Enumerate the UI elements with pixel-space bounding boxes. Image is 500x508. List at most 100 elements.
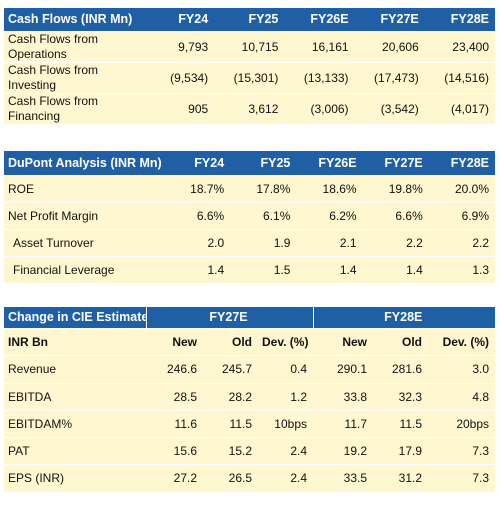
col-header-new: New [313, 327, 373, 355]
col-header: FY24 [144, 8, 215, 31]
cell-value: 9,793 [144, 30, 215, 62]
dupont-table: DuPont Analysis (INR Mn) FY24 FY25 FY26E… [4, 151, 495, 283]
cell-value: 905 [144, 92, 215, 124]
table-row: PAT 15.6 15.2 2.4 19.2 17.9 7.3 [4, 436, 496, 464]
cell-value: 28.2 [203, 382, 258, 410]
col-header: FY26E [284, 8, 355, 31]
cell-value: 10,715 [214, 30, 285, 62]
cell-value: 2.4 [258, 463, 313, 492]
cell-value: 1.9 [230, 228, 297, 256]
dupont-header-row: DuPont Analysis (INR Mn) FY24 FY25 FY26E… [4, 151, 495, 175]
cell-value: 3.0 [428, 354, 496, 383]
col-header: FY28E [428, 151, 495, 175]
cell-value: 11.6 [146, 409, 203, 437]
col-header: FY24 [164, 151, 231, 175]
table-row: Financial Leverage 1.4 1.5 1.4 1.4 1.3 [4, 255, 495, 283]
cell-value: 6.2% [296, 201, 363, 229]
row-label: EPS (INR) [4, 463, 146, 492]
row-label: EBITDAM% [4, 409, 146, 437]
table-row: Revenue 246.6 245.7 0.4 290.1 281.6 3.0 [4, 354, 496, 383]
row-label: PAT [4, 436, 146, 464]
cell-value: 20.0% [428, 174, 495, 202]
cell-value: (9,534) [144, 61, 215, 93]
cell-value: (15,301) [214, 61, 285, 93]
cell-value: 19.2 [313, 436, 373, 464]
table-row: Net Profit Margin 6.6% 6.1% 6.2% 6.6% 6.… [4, 201, 495, 229]
cell-value: 2.2 [362, 228, 429, 256]
cell-value: (4,017) [424, 92, 495, 124]
col-header-dev: Dev. (%) [428, 327, 496, 355]
estimates-title: Change in CIE Estimates [4, 307, 146, 328]
cell-value: 246.6 [146, 354, 203, 383]
cash-flows-title: Cash Flows (INR Mn) [4, 8, 144, 31]
cell-value: (17,473) [354, 61, 425, 93]
cell-value: 2.0 [164, 228, 231, 256]
cell-value: 4.8 [428, 382, 496, 410]
cell-value: 18.6% [296, 174, 363, 202]
cell-value: 33.8 [313, 382, 373, 410]
cell-value: (3,542) [354, 92, 425, 124]
estimates-header-row: Change in CIE Estimates FY27E FY28E [4, 307, 496, 328]
row-label: Asset Turnover [4, 228, 164, 256]
row-label: ROE [4, 174, 164, 202]
table-row: Cash Flows from Investing (9,534) (15,301… [4, 61, 495, 93]
cell-value: 1.4 [362, 255, 429, 283]
table-row: Cash Flows from Operations 9,793 10,715 1… [4, 30, 495, 62]
cell-value: 290.1 [313, 354, 373, 383]
cash-flows-table: Cash Flows (INR Mn) FY24 FY25 FY26E FY27… [4, 8, 495, 124]
col-header-old: Old [373, 327, 428, 355]
cell-value: 33.5 [313, 463, 373, 492]
cell-value: 32.3 [373, 382, 428, 410]
cell-value: 1.3 [428, 255, 495, 283]
cash-flows-header-row: Cash Flows (INR Mn) FY24 FY25 FY26E FY27… [4, 8, 495, 31]
cell-value: 18.7% [164, 174, 231, 202]
cell-value: 17.8% [230, 174, 297, 202]
col-header-new: New [146, 327, 203, 355]
cell-value: 26.5 [203, 463, 258, 492]
cell-value: 23,400 [424, 30, 495, 62]
col-header: FY27E [354, 8, 425, 31]
cell-value: 2.2 [428, 228, 495, 256]
cell-value: 3,612 [214, 92, 285, 124]
estimates-table: Change in CIE Estimates FY27E FY28E INR … [4, 307, 496, 492]
col-header-dev: Dev. (%) [258, 327, 313, 355]
cell-value: (13,133) [284, 61, 355, 93]
row-label: Cash Flows from Financing [4, 92, 144, 124]
cell-value: 1.4 [296, 255, 363, 283]
col-header: FY28E [424, 8, 495, 31]
cell-value: 11.5 [373, 409, 428, 437]
col-header: FY25 [230, 151, 297, 175]
cell-value: 15.6 [146, 436, 203, 464]
cell-value: (14,516) [424, 61, 495, 93]
cell-value: 11.7 [313, 409, 373, 437]
row-label: Cash Flows from Operations [4, 30, 144, 62]
row-label: Revenue [4, 354, 146, 383]
cell-value: (3,006) [284, 92, 355, 124]
cell-value: 28.5 [146, 382, 203, 410]
cell-value: 16,161 [284, 30, 355, 62]
cell-value: 6.9% [428, 201, 495, 229]
table-row: Cash Flows from Financing 905 3,612 (3,00… [4, 92, 495, 124]
cell-value: 15.2 [203, 436, 258, 464]
cell-value: 1.4 [164, 255, 231, 283]
cell-value: 27.2 [146, 463, 203, 492]
group-header-fy27e: FY27E [145, 307, 313, 328]
cell-value: 10bps [258, 409, 313, 437]
row-label: Cash Flows from Investing [4, 61, 144, 93]
subheader-row: INR Bn New Old Dev. (%) New Old Dev. (%) [4, 327, 496, 355]
col-header: FY27E [362, 151, 429, 175]
group-header-fy28e: FY28E [312, 307, 496, 328]
cell-value: 2.1 [296, 228, 363, 256]
cell-value: 20bps [428, 409, 496, 437]
cell-value: 1.5 [230, 255, 297, 283]
table-row: Asset Turnover 2.0 1.9 2.1 2.2 2.2 [4, 228, 495, 256]
table-row: ROE 18.7% 17.8% 18.6% 19.8% 20.0% [4, 174, 495, 202]
row-label: Net Profit Margin [4, 201, 164, 229]
cell-value: 20,606 [354, 30, 425, 62]
row-label: Financial Leverage [4, 255, 164, 283]
col-header-old: Old [203, 327, 258, 355]
cell-value: 6.6% [164, 201, 231, 229]
cell-value: 11.5 [203, 409, 258, 437]
cell-value: 1.2 [258, 382, 313, 410]
row-label: EBITDA [4, 382, 146, 410]
